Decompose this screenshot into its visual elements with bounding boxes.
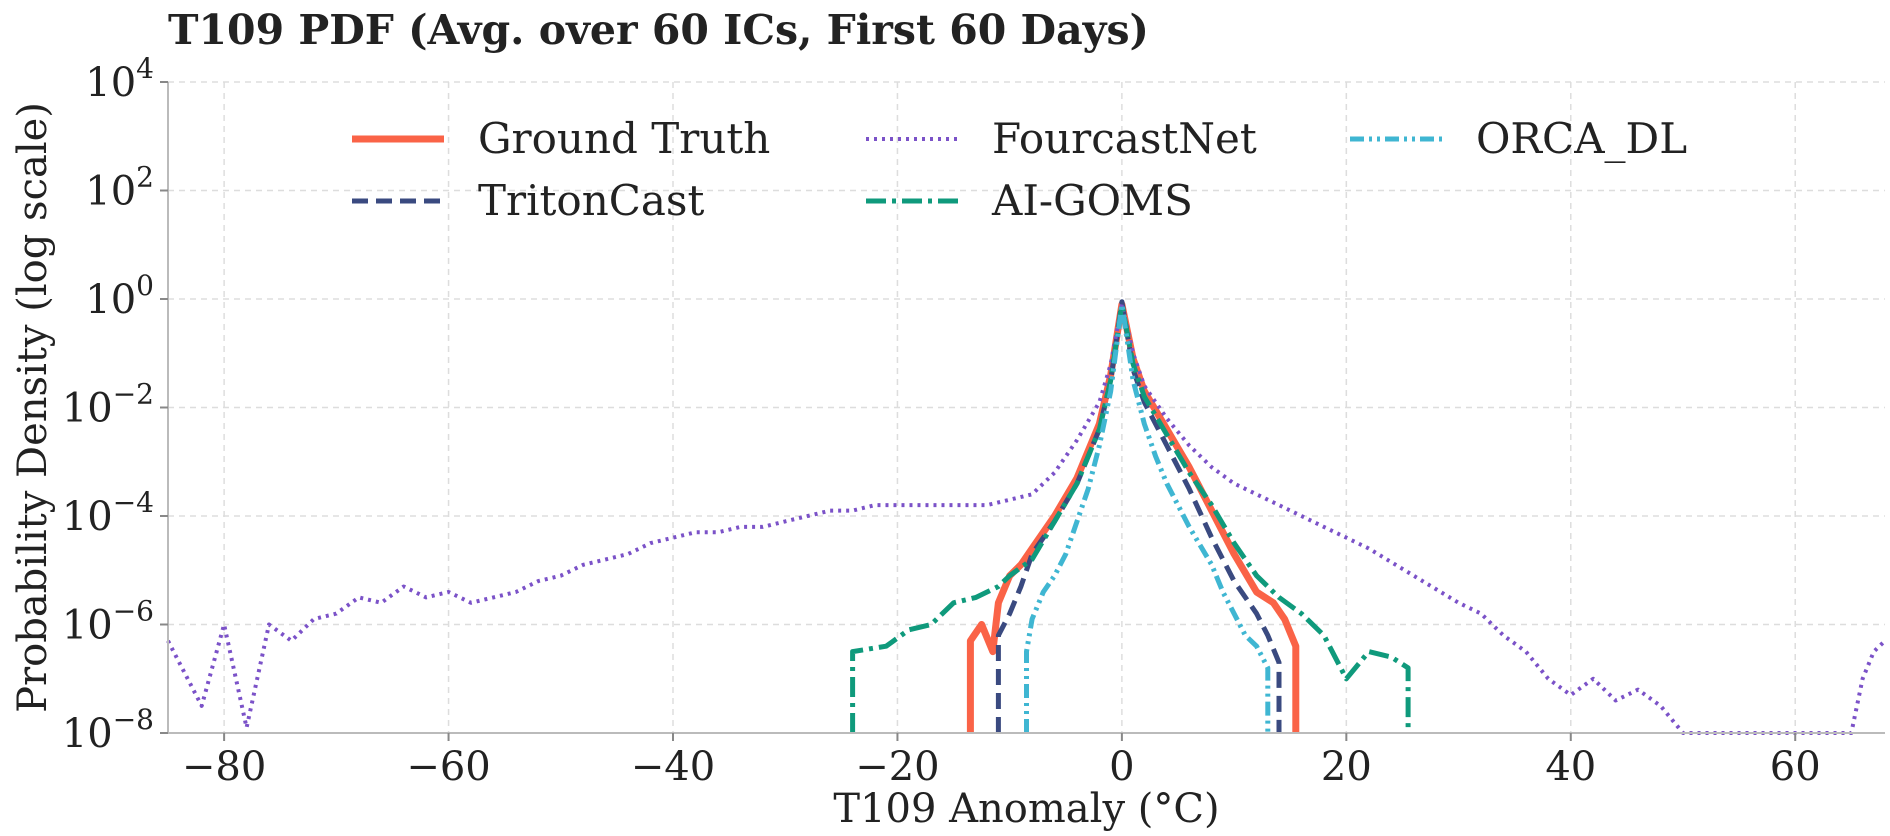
legend-label: AI-GOMS — [991, 176, 1193, 225]
legend-label: ORCA_DL — [1476, 114, 1687, 163]
y-tick-label: 104 — [85, 52, 154, 106]
legend-label: TritonCast — [478, 176, 704, 225]
x-tick-label: −40 — [631, 744, 715, 790]
y-tick-label: 102 — [85, 161, 154, 215]
chart-title: T109 PDF (Avg. over 60 ICs, First 60 Day… — [168, 6, 1149, 54]
x-tick-label: 0 — [1109, 744, 1134, 790]
y-tick-label: 10−4 — [62, 486, 154, 540]
y-ticks: 10−8 10−6 10−4 10−2 100 102 104 — [62, 52, 168, 757]
y-tick-label: 100 — [85, 269, 154, 323]
x-tick-label: −20 — [855, 744, 939, 790]
x-ticks: −80 −60 −40 −20 0 20 40 60 — [182, 733, 1821, 790]
y-tick-label: 10−6 — [62, 595, 154, 649]
series-line-orca-dl — [1024, 301, 1271, 733]
series-line-fourcastnet — [166, 302, 1887, 735]
legend-label: Ground Truth — [478, 114, 770, 163]
y-tick-label: 10−8 — [62, 703, 154, 757]
x-tick-label: −80 — [182, 744, 266, 790]
x-axis-label: T109 Anomaly (°C) — [833, 786, 1219, 832]
x-tick-label: 40 — [1545, 744, 1596, 790]
x-tick-label: −60 — [406, 744, 490, 790]
x-tick-label: 20 — [1321, 744, 1372, 790]
x-tick-label: 60 — [1770, 744, 1821, 790]
legend: Ground Truth TritonCast FourcastNet AI-GOMS… — [352, 114, 1687, 225]
y-tick-label: 10−2 — [62, 378, 154, 432]
legend-label: FourcastNet — [992, 114, 1257, 163]
series-layer — [166, 299, 1887, 735]
y-axis-label: Probability Density (log scale) — [10, 102, 56, 713]
